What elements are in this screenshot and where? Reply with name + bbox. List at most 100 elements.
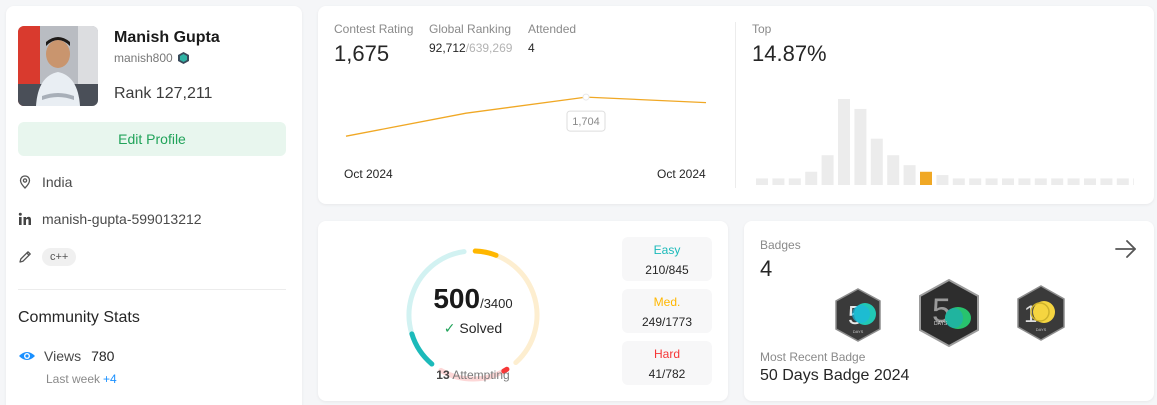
most-recent-badge-name: 50 Days Badge 2024 xyxy=(760,367,910,384)
badges-card: Badges 4 5 DAYS 5 DAYS 1 DAYS Most Recen… xyxy=(744,221,1154,401)
attended-value: 4 xyxy=(528,41,535,55)
histogram-bar xyxy=(1067,178,1080,185)
easy-stat[interactable]: Easy 210/845 xyxy=(622,237,712,281)
linkedin-link[interactable]: manish-gupta-599013212 xyxy=(42,211,202,227)
rating-tooltip: 1,704 xyxy=(566,110,606,132)
divider xyxy=(18,289,286,290)
hard-label: Hard xyxy=(653,347,680,361)
badge-50-days-2024-icon[interactable]: 5 DAYS xyxy=(916,278,982,348)
badge2-text: DAYS xyxy=(934,321,948,327)
global-ranking-rank: 92,712 xyxy=(429,41,466,55)
rating-peak-point[interactable] xyxy=(582,93,590,101)
solved-total: /3400 xyxy=(480,296,513,311)
location-pin-icon xyxy=(19,175,31,189)
medium-ring-progress xyxy=(472,248,499,258)
contest-card: Contest Rating 1,675 Global Ranking 92,7… xyxy=(318,6,1154,204)
profile-rank: Rank 127,211 xyxy=(114,85,213,102)
histogram-bar xyxy=(985,178,998,185)
solved-label-row: ✓ Solved xyxy=(422,320,524,337)
histogram-bar xyxy=(1051,178,1064,185)
problems-solved-card: 500/3400 ✓ Solved 13 Attempting Easy 210… xyxy=(318,221,728,401)
histogram-bar xyxy=(854,108,867,185)
histogram-bar xyxy=(952,178,965,185)
histogram-bar xyxy=(1100,178,1113,185)
medium-stat[interactable]: Med. 249/1773 xyxy=(622,289,712,333)
global-ranking-total: /639,269 xyxy=(465,41,513,55)
hexagon-badge-icon xyxy=(177,52,189,64)
histogram-bar xyxy=(788,178,801,185)
views-last-week: Last week +4 xyxy=(46,372,117,386)
solved-label: Solved xyxy=(459,320,503,336)
rating-tooltip-text: 1,704 xyxy=(572,116,600,128)
location-row: India xyxy=(18,174,72,190)
histogram-bar xyxy=(1018,178,1031,185)
pencil-icon xyxy=(19,251,31,263)
medium-value: 249/1773 xyxy=(641,315,693,329)
hard-stat[interactable]: Hard 41/782 xyxy=(622,341,712,385)
views-label: Views xyxy=(44,348,82,364)
views-row: Views 780 xyxy=(18,348,114,364)
histogram-bar xyxy=(870,138,883,185)
histogram-bar xyxy=(887,155,900,185)
histogram-bar xyxy=(1133,178,1134,185)
rating-histogram[interactable] xyxy=(754,91,1134,186)
rating-line-chart[interactable]: 1,704 xyxy=(318,6,728,204)
last-week-delta: +4 xyxy=(103,372,117,386)
rating-series-line xyxy=(345,96,707,137)
contest-rating-value: 1,675 xyxy=(334,41,390,66)
global-ranking-value: 92,712/639,269 xyxy=(429,41,512,55)
edit-profile-button[interactable]: Edit Profile xyxy=(18,122,286,156)
histogram-bar xyxy=(1116,178,1129,185)
avatar[interactable] xyxy=(18,26,98,106)
most-recent-badge-label: Most Recent Badge xyxy=(760,350,866,364)
contest-rating-label: Contest Rating xyxy=(334,22,414,36)
top-label: Top xyxy=(752,22,772,36)
histogram-bar xyxy=(756,178,768,185)
histogram-bar xyxy=(969,178,982,185)
top-percent-value: 14.87% xyxy=(752,41,827,66)
histogram-bar xyxy=(772,178,785,185)
attempting-count: 13 xyxy=(436,368,450,382)
check-icon: ✓ xyxy=(443,320,456,336)
profile-name: Manish Gupta xyxy=(114,29,220,46)
histogram-bar xyxy=(838,99,850,185)
badge-100-days-icon[interactable]: 1 DAYS xyxy=(1012,284,1070,342)
linkedin-row[interactable]: manish-gupta-599013212 xyxy=(18,211,202,227)
skills-row: c++ xyxy=(18,248,77,266)
global-ranking-label: Global Ranking xyxy=(429,22,512,36)
histogram-bar-current xyxy=(920,171,932,185)
histogram-bar xyxy=(805,171,818,185)
location-text: India xyxy=(42,174,73,190)
solved-progress-ring[interactable] xyxy=(388,237,558,387)
medium-label: Med. xyxy=(653,295,681,309)
arrow-right-icon[interactable] xyxy=(1114,238,1138,260)
histogram-bar xyxy=(1034,178,1047,185)
eye-icon xyxy=(19,352,35,360)
x-axis-start-label: Oct 2024 xyxy=(344,167,393,181)
easy-ring-progress xyxy=(409,331,435,367)
hard-ring-track xyxy=(438,366,510,382)
hard-ring-progress xyxy=(501,366,510,374)
badges-count: 4 xyxy=(760,256,773,281)
community-stats-title: Community Stats xyxy=(18,309,140,326)
skill-tag[interactable]: c++ xyxy=(42,248,77,266)
histogram-bar xyxy=(821,155,834,185)
solved-count: 500 xyxy=(433,283,481,314)
linkedin-icon xyxy=(18,212,31,225)
profile-username: manish800 xyxy=(114,51,173,65)
attempting-row: 13 Attempting xyxy=(398,368,548,382)
badge1-text: DAYS xyxy=(853,329,864,334)
attended-label: Attended xyxy=(528,22,577,36)
contest-divider xyxy=(735,22,736,188)
solved-center: 500/3400 xyxy=(422,283,524,315)
histogram-bar xyxy=(903,165,916,185)
easy-value: 210/845 xyxy=(645,263,689,277)
badge-50-days-icon[interactable]: 5 DAYS xyxy=(830,287,886,343)
easy-label: Easy xyxy=(653,243,681,257)
profile-card: Manish Gupta manish800 Rank 127,211 Edit… xyxy=(6,6,302,405)
views-value: 780 xyxy=(91,348,115,364)
badges-title: Badges xyxy=(760,238,801,252)
histogram-bar xyxy=(1084,178,1096,185)
badge3-text: DAYS xyxy=(1036,327,1047,332)
histogram-bar xyxy=(1002,178,1014,185)
